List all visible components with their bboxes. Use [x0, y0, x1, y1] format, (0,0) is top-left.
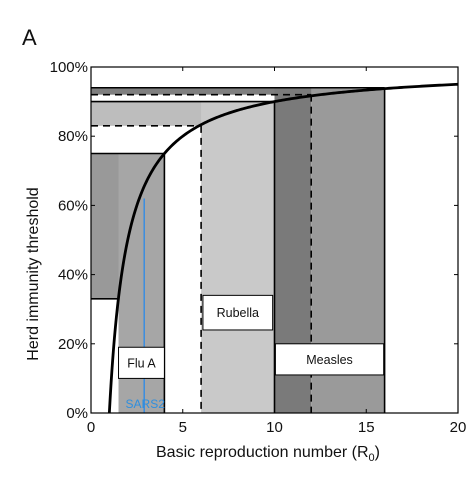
- rubella-label: Rubella: [217, 306, 259, 320]
- x-axis-label: Basic reproduction number (R0): [156, 444, 380, 464]
- sars2-label: SARS2: [126, 397, 166, 411]
- y-tick-label: 0%: [66, 405, 88, 422]
- measles-horizontal-band: [91, 87, 385, 95]
- y-tick-label: 60%: [58, 197, 88, 214]
- x-axis-label-close: ): [375, 444, 380, 461]
- rubella-vertical-band: [201, 101, 275, 413]
- x-tick-label: 5: [179, 419, 187, 436]
- measles-label: Measles: [306, 353, 353, 367]
- y-axis-label: Herd immunity threshold: [25, 187, 42, 360]
- panel-label: A: [22, 25, 37, 50]
- rubella-label-box: [202, 294, 274, 331]
- axis-ticks: 0 5 10 15 20 0% 20% 40% 60% 80% 100%: [50, 59, 467, 436]
- y-tick-label: 100%: [50, 59, 88, 76]
- x-axis-label-text: Basic reproduction number (R: [156, 444, 369, 461]
- herd-immunity-curve: [107, 82, 459, 414]
- y-tick-label: 40%: [58, 267, 88, 284]
- region-labels: Flu A Rubella Measles SARS2: [118, 294, 385, 411]
- x-tick-label: 10: [266, 419, 283, 436]
- y-tick-label: 20%: [58, 336, 88, 353]
- x-axis-label-subscript: 0: [369, 452, 375, 464]
- measles-label-box: [274, 343, 385, 376]
- flu-a-label: Flu A: [127, 356, 156, 370]
- x-tick-label: 0: [87, 419, 95, 436]
- x-tick-label: 20: [450, 419, 467, 436]
- flu-a-label-box: [118, 346, 165, 379]
- x-tick-label: 15: [358, 419, 375, 436]
- y-tick-label: 80%: [58, 128, 88, 145]
